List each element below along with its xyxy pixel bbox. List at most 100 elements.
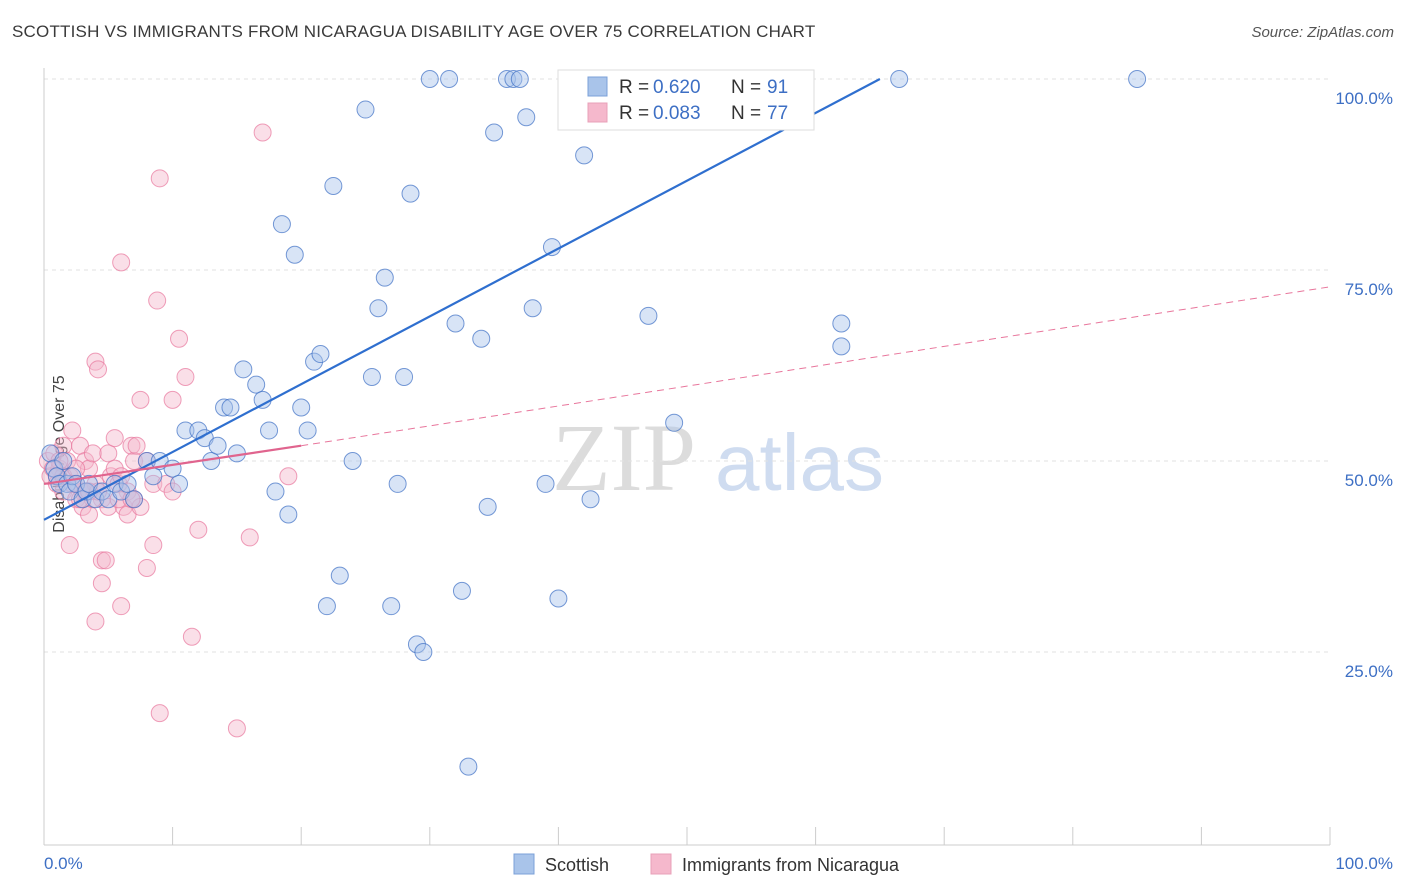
watermark-zip: ZIP [552, 404, 696, 511]
nicaragua-point [137, 558, 156, 577]
scottish-point [170, 474, 189, 493]
scottish-point [517, 108, 536, 127]
scottish-trend-line [43, 78, 881, 521]
scottish-point [504, 70, 523, 88]
scottish-point [639, 306, 658, 325]
watermark-atlas: atlas [715, 418, 884, 507]
scottish-point [298, 421, 317, 440]
scottish-point [440, 70, 459, 88]
nicaragua-point [150, 169, 169, 188]
y-tick-label: 75.0% [1345, 280, 1393, 299]
axes [43, 68, 1331, 846]
nicaragua-point [131, 390, 150, 409]
nicaragua-point [112, 253, 131, 272]
scottish-point [414, 643, 433, 661]
legend-n-label-nicaragua: N = [731, 103, 761, 124]
nicaragua-point [89, 360, 108, 379]
scottish-point [485, 123, 504, 142]
nicaragua-point [83, 444, 102, 463]
scottish-point [362, 367, 381, 386]
nicaragua-point [122, 436, 141, 455]
nicaragua-point [163, 482, 182, 501]
scottish-point [382, 597, 401, 616]
scottish-point [330, 566, 349, 585]
scottish-point [253, 390, 272, 409]
nicaragua-point [86, 612, 105, 631]
scottish-point [420, 70, 439, 88]
scottish-point [221, 398, 240, 417]
series-legend-label-scottish: Scottish [545, 855, 609, 875]
y-tick-label: 25.0% [1345, 662, 1393, 681]
x-tick-label-min: 0.0% [44, 854, 83, 873]
nicaragua-point [176, 367, 195, 386]
y-tick-label: 100.0% [1335, 89, 1393, 108]
nicaragua-point [112, 597, 131, 616]
scottish-point [125, 490, 144, 509]
scottish-point [472, 329, 491, 348]
scottish-point [401, 184, 420, 203]
nicaragua-point [99, 444, 118, 463]
y-tick-label: 50.0% [1345, 471, 1393, 490]
legend-swatch-scottish [587, 76, 608, 97]
watermark: ZIP atlas [552, 404, 884, 511]
legend-n-value-scottish: 91 [767, 77, 788, 98]
scottish-point [279, 505, 298, 524]
nicaragua-point [144, 474, 163, 493]
scottish-point [446, 314, 465, 333]
scottish-point [395, 367, 414, 386]
legend-n-value-nicaragua: 77 [767, 103, 788, 124]
scottish-point [510, 70, 529, 88]
legend-r-label-scottish: R = [619, 77, 649, 98]
scottish-point [54, 452, 73, 470]
nicaragua-point [148, 291, 167, 310]
scottish-point [208, 436, 227, 455]
scottish-point [305, 352, 324, 371]
nicaragua-point [60, 536, 79, 555]
scottish-point [388, 474, 407, 493]
scottish-point [459, 757, 478, 776]
scottish-point [343, 452, 362, 470]
scottish-point [549, 589, 568, 608]
nicaragua-point [127, 436, 146, 455]
legend-r-value-nicaragua: 0.083 [653, 103, 701, 124]
legend-swatch-nicaragua [587, 102, 608, 123]
scottish-point [478, 497, 497, 516]
nicaragua-point [150, 704, 169, 723]
x-tick-label-max: 100.0% [1335, 854, 1393, 873]
nicaragua-points [38, 123, 298, 738]
nicaragua-trend-extension [301, 286, 1331, 447]
scottish-point [260, 421, 279, 440]
scottish-point [247, 375, 266, 394]
scottish-point [234, 360, 253, 379]
nicaragua-point [227, 719, 246, 738]
nicaragua-point [63, 421, 82, 440]
scottish-point [536, 474, 555, 493]
x-tick-labels: 0.0% 100.0% [44, 854, 1393, 873]
series-legend-label-nicaragua: Immigrants from Nicaragua [682, 855, 900, 875]
scottish-point [375, 268, 394, 287]
legend-r-value-scottish: 0.620 [653, 77, 701, 98]
scottish-point [266, 482, 285, 501]
scottish-point [311, 345, 330, 364]
legend-n-label-scottish: N = [731, 77, 761, 98]
stats-legend: R = 0.620 N = 91 R = 0.083 N = 77 [557, 69, 815, 131]
series-legend-swatch-scottish [513, 853, 535, 875]
scottish-point [285, 245, 304, 264]
source-label: Source: ZipAtlas.com [1251, 24, 1394, 41]
scottish-point [832, 314, 851, 333]
nicaragua-point [240, 528, 259, 547]
series-legend-swatch-nicaragua [650, 853, 672, 875]
scottish-point [407, 635, 426, 654]
scottish-point [832, 337, 851, 356]
scottish-point [581, 490, 600, 509]
scottish-point [272, 215, 291, 234]
scottish-point [215, 398, 234, 417]
scottish-point [163, 459, 182, 478]
scottish-point [575, 146, 594, 165]
scottish-point [144, 467, 163, 486]
nicaragua-point [105, 429, 124, 448]
scottish-point [317, 597, 336, 616]
series-legend: Scottish Immigrants from Nicaragua [513, 853, 900, 875]
nicaragua-trend-line [43, 444, 302, 486]
